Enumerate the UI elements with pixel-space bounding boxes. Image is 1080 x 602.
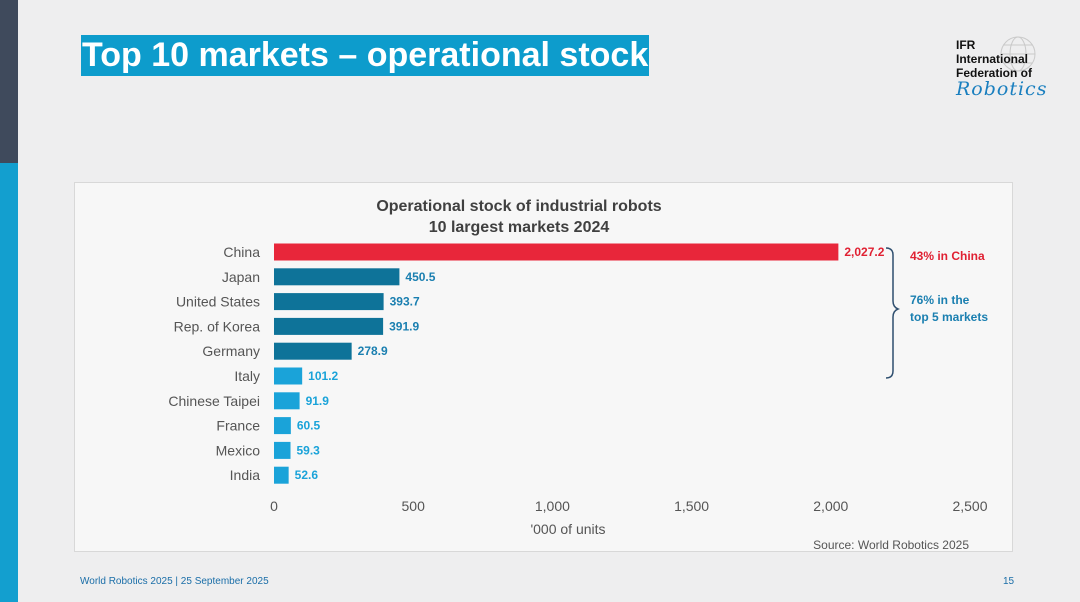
sidebar-accent-dark	[0, 0, 18, 163]
chart-source: Source: World Robotics 2025	[813, 538, 969, 551]
x-axis-label: '000 of units	[530, 521, 605, 537]
chart-panel: Operational stock of industrial robots 1…	[74, 182, 1013, 552]
bar-4	[274, 342, 352, 360]
x-tick-label-5: 2,500	[952, 498, 987, 514]
ifr-logo: IFR International Federation of Robotics	[956, 34, 1066, 104]
slide-title: Top 10 markets – operational stock	[81, 35, 650, 76]
category-label-9: India	[230, 467, 261, 483]
value-label-7: 60.5	[297, 419, 321, 433]
category-label-4: Germany	[202, 343, 260, 359]
logo-international: International	[956, 52, 1029, 66]
category-label-1: Japan	[222, 269, 260, 285]
bar-8	[274, 441, 291, 459]
value-label-8: 59.3	[297, 443, 321, 457]
chart-title: Operational stock of industrial robots	[376, 198, 661, 215]
x-tick-label-3: 1,500	[674, 498, 709, 514]
category-label-6: Chinese Taipei	[168, 393, 260, 409]
logo-ifr: IFR	[956, 38, 976, 52]
value-label-3: 391.9	[389, 319, 419, 333]
category-label-7: France	[216, 418, 260, 434]
category-label-5: Italy	[234, 368, 260, 384]
top5-bracket	[885, 247, 901, 379]
value-label-9: 52.6	[295, 468, 319, 482]
bar-chart: Operational stock of industrial robots 1…	[168, 198, 988, 551]
china-share-note: 43% in China	[910, 249, 985, 263]
footer-text: World Robotics 2025 | 25 September 2025	[80, 576, 269, 587]
x-tick-label-4: 2,000	[813, 498, 848, 514]
value-label-6: 91.9	[306, 394, 330, 408]
bar-2	[274, 293, 384, 311]
value-label-4: 278.9	[358, 344, 388, 358]
category-label-0: China	[223, 244, 260, 260]
bar-9	[274, 466, 289, 484]
bar-0	[274, 243, 839, 261]
top5-share-note-line1: 76% in the	[910, 293, 970, 307]
value-label-2: 393.7	[390, 295, 420, 309]
value-label-1: 450.5	[405, 270, 435, 284]
chart-subtitle: 10 largest markets 2024	[429, 219, 610, 236]
category-label-3: Rep. of Korea	[174, 318, 261, 334]
bar-7	[274, 417, 291, 435]
x-tick-label-1: 500	[402, 498, 426, 514]
bar-6	[274, 392, 300, 410]
bar-5	[274, 367, 303, 385]
bar-1	[274, 268, 400, 286]
bar-3	[274, 317, 384, 335]
category-label-2: United States	[176, 294, 260, 310]
category-label-8: Mexico	[216, 442, 261, 458]
top5-share-note-line2: top 5 markets	[910, 310, 988, 324]
x-tick-label-2: 1,000	[535, 498, 570, 514]
x-tick-label-0: 0	[270, 498, 278, 514]
page-number: 15	[1003, 576, 1015, 587]
value-label-5: 101.2	[308, 369, 338, 383]
value-label-0: 2,027.2	[844, 245, 884, 259]
logo-robotics: Robotics	[956, 78, 1048, 100]
globe-icon	[1000, 36, 1036, 72]
logo-federation: Federation of	[956, 66, 1033, 80]
sidebar-accent-blue	[0, 163, 18, 602]
